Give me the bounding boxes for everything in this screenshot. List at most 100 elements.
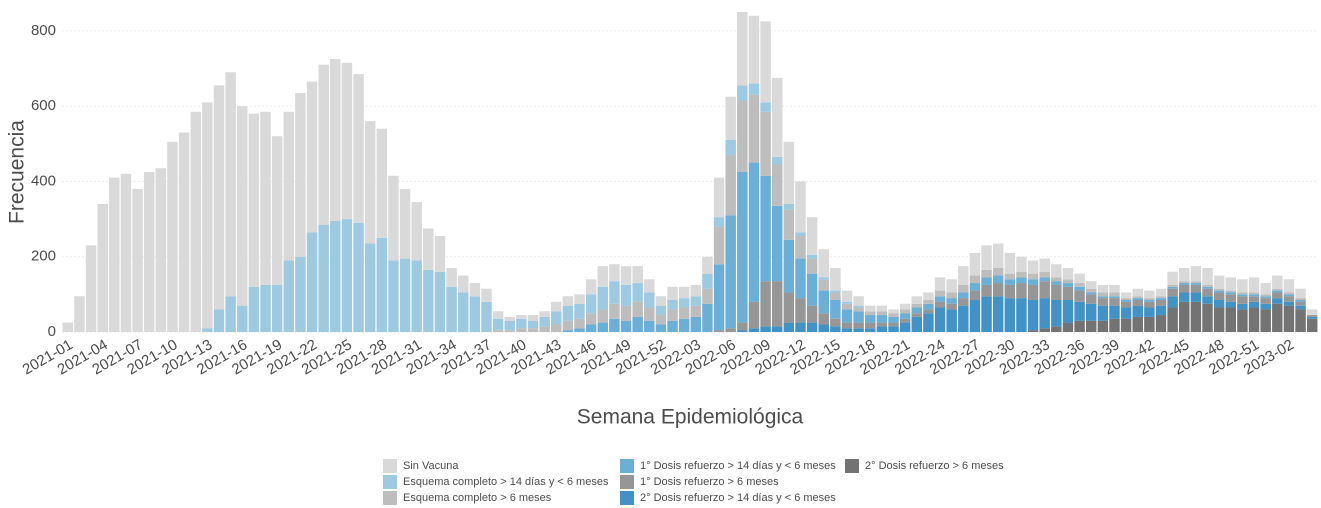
bar-segment [516, 328, 527, 332]
bar-segment [888, 313, 899, 317]
bar-segment [713, 226, 725, 265]
bar-segment [1109, 318, 1120, 332]
bar-segment [1097, 296, 1109, 299]
bar-segment [678, 286, 690, 299]
bar-segment [225, 72, 236, 297]
bar-segment [830, 318, 841, 327]
bar-segment [969, 275, 981, 284]
bar-segment [492, 330, 504, 332]
bar-segment [899, 313, 911, 319]
bar-segment [655, 305, 667, 316]
bar-segment [202, 102, 213, 329]
bar-segment [411, 202, 422, 261]
bar-segment [1248, 301, 1260, 308]
bar-segment [865, 328, 876, 332]
bar-segment [795, 236, 806, 259]
bar-segment [620, 305, 632, 321]
bar-segment [1027, 284, 1039, 300]
bar-segment [702, 303, 713, 332]
bar-segment [1190, 283, 1202, 285]
bar-segment [981, 296, 992, 332]
bar-segment [260, 284, 271, 332]
bar-segment [771, 281, 783, 327]
bar-segment [818, 277, 829, 280]
bar-segment [504, 320, 515, 331]
bar-segment [1213, 275, 1225, 289]
bar-segment [1051, 284, 1062, 300]
bar-segment [1120, 301, 1132, 308]
bar-segment [899, 303, 911, 310]
bar-segment [1283, 279, 1295, 293]
bar-segment [771, 326, 783, 332]
legend-key [383, 491, 397, 505]
bar-segment [1039, 328, 1050, 332]
bar-segment [1051, 281, 1062, 285]
bar-segment [1225, 301, 1237, 308]
bar-segment [888, 322, 899, 327]
bar-segment [1248, 294, 1260, 297]
bar-segment [1120, 318, 1132, 332]
bar-segment [1004, 273, 1016, 280]
bar-segment [655, 315, 667, 325]
bar-segment [620, 284, 632, 306]
bar-segment [771, 164, 783, 206]
bar-segment [1109, 305, 1120, 319]
bar-segment [1295, 309, 1306, 332]
legend-label: Esquema completo > 14 días y < 6 meses [403, 476, 609, 488]
bar-segment [1260, 303, 1271, 310]
bar-segment [271, 136, 283, 285]
legend-key [383, 459, 397, 473]
bar-segment [1004, 279, 1016, 285]
bar-segment [1085, 303, 1097, 321]
bar-segment [1085, 294, 1097, 304]
bar-segment [632, 316, 643, 332]
bar-segment [1062, 286, 1074, 300]
bar-segment [923, 309, 934, 314]
bar-segment [271, 284, 283, 332]
bar-segment [771, 77, 783, 157]
legend-label: 1° Dosis refuerzo > 14 días y < 6 meses [640, 460, 836, 472]
bar-segment [992, 275, 1004, 284]
bar-segment [969, 252, 981, 276]
bar-segment [1225, 292, 1237, 295]
bar-segment [1120, 307, 1132, 319]
bar-segment [841, 328, 853, 332]
bar-segment [527, 315, 539, 321]
bar-segment [457, 275, 469, 293]
bar-segment [1144, 316, 1155, 332]
bar-segment [341, 219, 353, 332]
bar-segment [178, 132, 190, 332]
bar-segment [1074, 301, 1085, 321]
bar-segment [1004, 252, 1016, 274]
bar-segment [1260, 309, 1271, 332]
bar-segment [934, 301, 946, 308]
bar-segment [318, 224, 329, 332]
bar-segment [213, 309, 225, 332]
bar-segment [504, 330, 515, 332]
bar-segment [283, 111, 295, 261]
bar-segment [1283, 294, 1295, 297]
bar-segment [597, 322, 609, 332]
bar-segment [1155, 288, 1167, 297]
bar-segment [644, 292, 655, 308]
bar-segment [934, 277, 946, 291]
bar-segment [783, 141, 795, 204]
bar-segment [737, 12, 748, 86]
bar-segment [481, 288, 492, 302]
bar-segment [678, 307, 690, 319]
bar-segment [1085, 320, 1097, 332]
bar-segment [1237, 309, 1248, 332]
bar-segment [1016, 277, 1027, 284]
bar-segment [632, 283, 643, 302]
bar-segment [155, 168, 167, 332]
bar-segment [760, 175, 771, 282]
bar-segment [609, 318, 620, 332]
bar-segment [853, 305, 864, 308]
y-tick-label: 200 [31, 248, 56, 265]
bar-segment [690, 296, 702, 306]
bar-segment [1225, 294, 1237, 302]
bar-segment [237, 106, 248, 306]
bar-segment [481, 301, 492, 332]
bar-segment [702, 256, 713, 274]
